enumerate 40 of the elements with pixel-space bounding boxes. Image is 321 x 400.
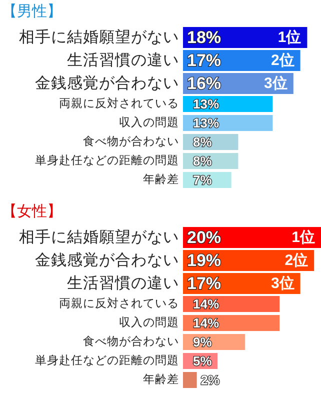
y-tick-label: 収入の問題 <box>119 115 179 129</box>
data-label: 17% <box>187 51 222 70</box>
data-label: 5% <box>193 354 212 368</box>
data-label: 9% <box>193 334 212 350</box>
data-label: 19% <box>187 251 222 270</box>
y-tick-label: 単身赴任などの距離の問題 <box>35 354 179 367</box>
annotation: 1位 <box>292 229 315 246</box>
y-tick-label: 単身赴任などの距離の問題 <box>35 154 179 167</box>
y-tick-label: 生活習慣の違い <box>67 274 179 292</box>
data-label: 20% <box>187 228 222 247</box>
data-label: 14% <box>193 316 220 330</box>
y-tick-label: 年齢差 <box>143 373 179 386</box>
y-tick-label: 相手に結婚願望がない <box>19 228 179 246</box>
annotation: 3位 <box>264 75 288 92</box>
data-label: 16% <box>187 74 222 93</box>
y-tick-label: 金銭感覚が合わない <box>35 251 179 269</box>
y-tick-label: 収入の問題 <box>119 315 179 329</box>
annotation: 2位 <box>270 52 294 69</box>
annotation: 1位 <box>278 29 302 46</box>
data-label: 13% <box>193 96 220 112</box>
annotation: 2位 <box>284 252 308 269</box>
data-label: 8% <box>193 154 212 168</box>
data-label: 2% <box>200 372 220 388</box>
data-label: 13% <box>193 116 220 130</box>
text: 【男性】 <box>2 3 62 20</box>
data-label: 14% <box>193 296 220 312</box>
y-tick-label: 年齢差 <box>143 173 179 186</box>
annotation: 3位 <box>270 275 294 292</box>
y-tick-label: 食べ物が合わない <box>83 335 179 348</box>
data-label: 18% <box>187 28 222 47</box>
data-label: 17% <box>187 274 222 293</box>
y-tick-label: 食べ物が合わない <box>83 135 179 148</box>
y-tick-label: 生活習慣の違い <box>67 51 179 69</box>
data-label: 7% <box>193 172 212 188</box>
y-tick-label: 両親に反対されている <box>59 96 179 110</box>
y-tick-label: 相手に結婚願望がない <box>19 28 179 46</box>
y-tick-label: 両親に反対されている <box>59 296 179 310</box>
y-tick-label: 金銭感覚が合わない <box>35 74 179 92</box>
text: 【女性】 <box>2 203 62 220</box>
data-label: 8% <box>193 134 212 150</box>
